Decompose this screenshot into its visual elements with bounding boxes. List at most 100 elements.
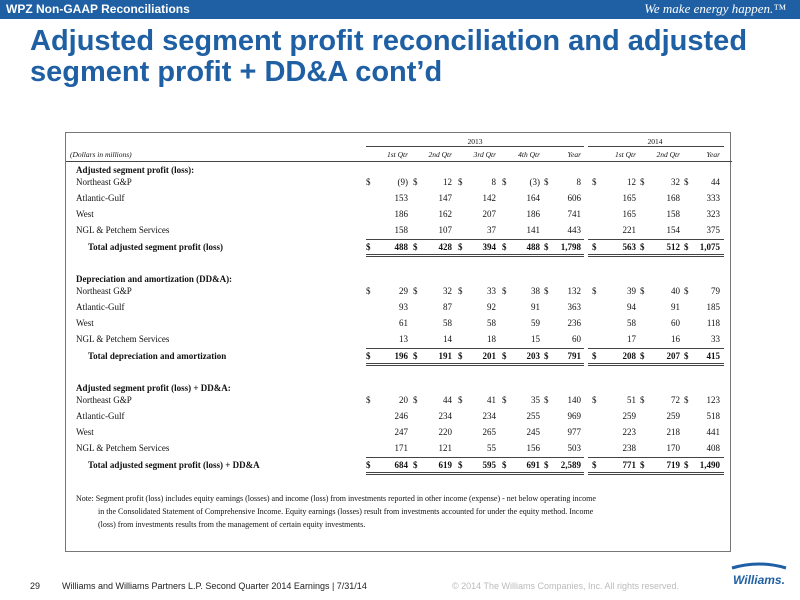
year-2014-rule [588, 146, 724, 147]
reconciliation-table: 2013 2014 (Dollars in millions) 1st Qtr 2nd … [65, 132, 732, 552]
dollar-sign: $ [413, 242, 418, 252]
table-cell: 154 [666, 225, 681, 235]
table-cell: 255 [526, 411, 541, 421]
dollar-sign: $ [544, 177, 549, 187]
table-cell: 245 [526, 427, 541, 437]
dollar-sign: $ [413, 395, 418, 405]
table-cell: 142 [482, 193, 497, 203]
table-cell: 58 [487, 318, 496, 328]
table-cell: 441 [706, 427, 721, 437]
table-cell: 969 [567, 411, 582, 421]
dollar-sign: $ [544, 395, 549, 405]
total-cell: 791 [567, 351, 582, 361]
total-cell: 1,490 [699, 460, 720, 470]
table-cell: 168 [666, 193, 681, 203]
row-label: Atlantic-Gulf [76, 302, 125, 312]
total-cell: 684 [394, 460, 409, 470]
column-header: 2nd Qtr [656, 150, 680, 159]
total-label: Total depreciation and amortization [88, 351, 227, 361]
table-cell: 33 [711, 334, 720, 344]
dollar-sign: $ [458, 351, 463, 361]
dollar-sign: $ [502, 177, 507, 187]
subtotal-rule [366, 348, 584, 349]
table-cell: 153 [394, 193, 409, 203]
row-label: Atlantic-Gulf [76, 411, 125, 421]
table-cell: 207 [482, 209, 497, 219]
table-cell: (3) [529, 177, 541, 187]
footer: 29 Williams and Williams Partners L.P. S… [0, 578, 800, 598]
table-cell: 246 [394, 411, 409, 421]
dollar-sign: $ [592, 351, 597, 361]
dollar-sign: $ [458, 460, 463, 470]
note-line: (loss) from investments results from the… [98, 520, 366, 529]
page-title: Adjusted segment profit reconciliation a… [30, 25, 748, 88]
total-label: Total adjusted segment profit (loss) + D… [88, 460, 260, 470]
copyright-text: © 2014 The Williams Companies, Inc. All … [452, 581, 680, 591]
total-cell: 203 [526, 351, 541, 361]
table-cell: 51 [627, 395, 636, 405]
table-cell: 121 [438, 443, 453, 453]
tagline: We make energy happen.™ [644, 1, 786, 16]
table-cell: 156 [526, 443, 541, 453]
table-cell: 323 [706, 209, 721, 219]
table-cell: 107 [438, 225, 453, 235]
dollar-sign: $ [366, 242, 371, 252]
table-cell: 165 [622, 193, 637, 203]
total-cell: 488 [394, 242, 409, 252]
table-cell: 18 [487, 334, 496, 344]
table-cell: 259 [622, 411, 637, 421]
section-heading: Depreciation and amortization (DD&A): [76, 274, 233, 284]
table-cell: 147 [438, 193, 453, 203]
section-heading: Adjusted segment profit (loss) + DD&A: [76, 383, 231, 393]
dollar-sign: $ [366, 395, 371, 405]
table-cell: 503 [567, 443, 582, 453]
dollar-sign: $ [640, 460, 645, 470]
column-header: 1st Qtr [614, 150, 636, 159]
table-cell: 141 [526, 225, 541, 235]
table-cell: 17 [627, 334, 636, 344]
row-label: Atlantic-Gulf [76, 193, 125, 203]
table-cell: 220 [438, 427, 453, 437]
table-cell: 238 [622, 443, 637, 453]
table-cell: 186 [526, 209, 541, 219]
dollar-sign: $ [544, 460, 549, 470]
column-header: 2nd Qtr [428, 150, 452, 159]
dollar-sign: $ [684, 286, 689, 296]
dollar-sign: $ [640, 395, 645, 405]
dollar-sign: $ [544, 242, 549, 252]
year-2013-header: 2013 [467, 137, 483, 146]
total-double-rule [366, 472, 584, 475]
dollar-sign: $ [366, 177, 371, 187]
total-cell: 207 [666, 351, 681, 361]
table-cell: 221 [622, 225, 637, 235]
table-cell: 20 [399, 395, 408, 405]
table-cell: 8 [491, 177, 497, 187]
table-cell: 606 [567, 193, 582, 203]
total-cell: 196 [394, 351, 409, 361]
table-cell: 38 [531, 286, 540, 296]
total-cell: 488 [526, 242, 541, 252]
column-header: 1st Qtr [386, 150, 408, 159]
page-number: 29 [30, 581, 41, 591]
dollar-sign: $ [413, 460, 418, 470]
table-cell: 93 [399, 302, 408, 312]
table-cell: 234 [438, 411, 453, 421]
table-cell: 72 [671, 395, 680, 405]
row-label: West [76, 209, 94, 219]
subtotal-rule [366, 457, 584, 458]
total-cell: 771 [622, 460, 637, 470]
total-cell: 208 [622, 351, 637, 361]
top-bar: WPZ Non-GAAP Reconciliations We make ene… [0, 0, 800, 19]
total-cell: 394 [482, 242, 497, 252]
table-cell: 223 [622, 427, 637, 437]
table-cell: 518 [706, 411, 721, 421]
row-label: NGL & Petchem Services [76, 225, 170, 235]
table-cell: 12 [443, 177, 452, 187]
table-cell: 79 [711, 286, 720, 296]
row-label: West [76, 427, 94, 437]
table-cell: 170 [666, 443, 681, 453]
table-cell: 375 [706, 225, 721, 235]
table-cell: 33 [487, 286, 496, 296]
table-cell: 333 [706, 193, 721, 203]
table-cell: 408 [706, 443, 721, 453]
